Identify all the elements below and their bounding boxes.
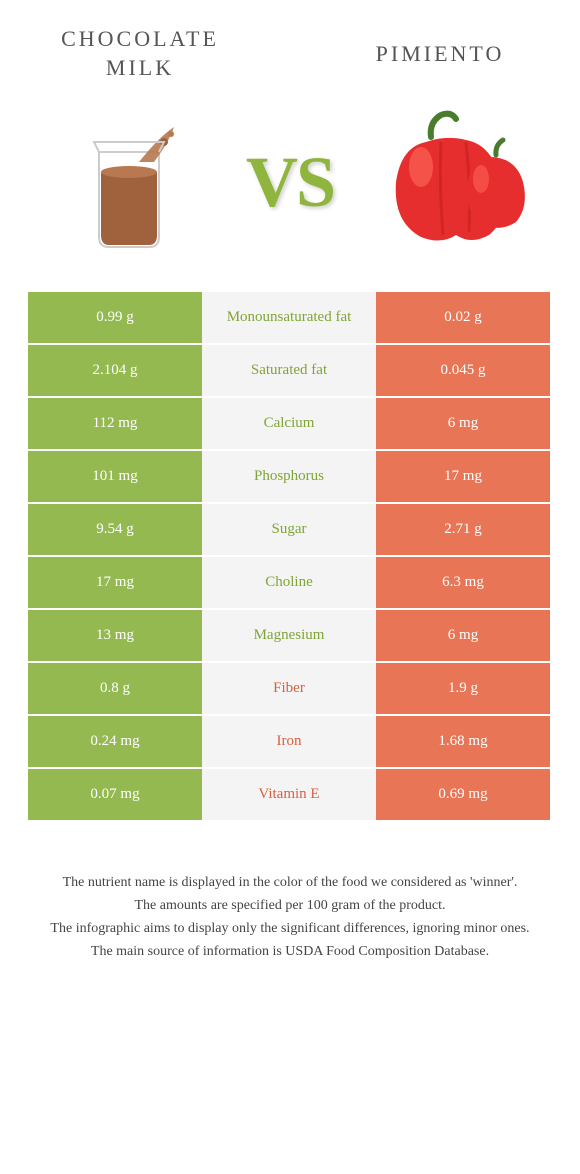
header: CHOCOLATE MILK PIMIENTO — [0, 0, 580, 92]
left-value: 13 mg — [28, 610, 202, 663]
left-value: 112 mg — [28, 398, 202, 451]
table-row: 0.24 mgIron1.68 mg — [28, 716, 552, 769]
right-value: 6.3 mg — [376, 557, 550, 610]
nutrient-table: 0.99 gMonounsaturated fat0.02 g2.104 gSa… — [28, 292, 552, 822]
right-value: 0.69 mg — [376, 769, 550, 822]
footer-line: The nutrient name is displayed in the co… — [40, 872, 540, 893]
nutrient-label: Fiber — [202, 663, 376, 716]
pimiento-icon — [371, 102, 531, 262]
right-value: 0.045 g — [376, 345, 550, 398]
right-value: 6 mg — [376, 398, 550, 451]
footer-line: The infographic aims to display only the… — [40, 918, 540, 939]
table-row: 101 mgPhosphorus17 mg — [28, 451, 552, 504]
right-value: 1.9 g — [376, 663, 550, 716]
nutrient-label: Iron — [202, 716, 376, 769]
title-left: CHOCOLATE MILK — [40, 25, 240, 82]
right-value: 6 mg — [376, 610, 550, 663]
left-value: 0.24 mg — [28, 716, 202, 769]
left-value: 17 mg — [28, 557, 202, 610]
table-row: 2.104 gSaturated fat0.045 g — [28, 345, 552, 398]
nutrient-label: Calcium — [202, 398, 376, 451]
left-value: 9.54 g — [28, 504, 202, 557]
vs-row: VS — [0, 92, 580, 292]
table-row: 0.07 mgVitamin E0.69 mg — [28, 769, 552, 822]
vs-label: VS — [246, 141, 334, 224]
table-row: 0.8 gFiber1.9 g — [28, 663, 552, 716]
right-value: 17 mg — [376, 451, 550, 504]
title-right: PIMIENTO — [340, 40, 540, 69]
right-value: 1.68 mg — [376, 716, 550, 769]
table-row: 17 mgCholine6.3 mg — [28, 557, 552, 610]
nutrient-label: Monounsaturated fat — [202, 292, 376, 345]
footer-line: The main source of information is USDA F… — [40, 941, 540, 962]
nutrient-label: Vitamin E — [202, 769, 376, 822]
footer: The nutrient name is displayed in the co… — [0, 822, 580, 962]
right-value: 2.71 g — [376, 504, 550, 557]
nutrient-label: Phosphorus — [202, 451, 376, 504]
nutrient-label: Sugar — [202, 504, 376, 557]
table-row: 9.54 gSugar2.71 g — [28, 504, 552, 557]
left-value: 0.8 g — [28, 663, 202, 716]
table-row: 0.99 gMonounsaturated fat0.02 g — [28, 292, 552, 345]
left-value: 2.104 g — [28, 345, 202, 398]
nutrient-label: Saturated fat — [202, 345, 376, 398]
left-value: 0.07 mg — [28, 769, 202, 822]
left-value: 101 mg — [28, 451, 202, 504]
chocolate-milk-icon — [49, 102, 209, 262]
right-value: 0.02 g — [376, 292, 550, 345]
left-value: 0.99 g — [28, 292, 202, 345]
nutrient-label: Choline — [202, 557, 376, 610]
footer-line: The amounts are specified per 100 gram o… — [40, 895, 540, 916]
table-row: 13 mgMagnesium6 mg — [28, 610, 552, 663]
nutrient-label: Magnesium — [202, 610, 376, 663]
table-row: 112 mgCalcium6 mg — [28, 398, 552, 451]
